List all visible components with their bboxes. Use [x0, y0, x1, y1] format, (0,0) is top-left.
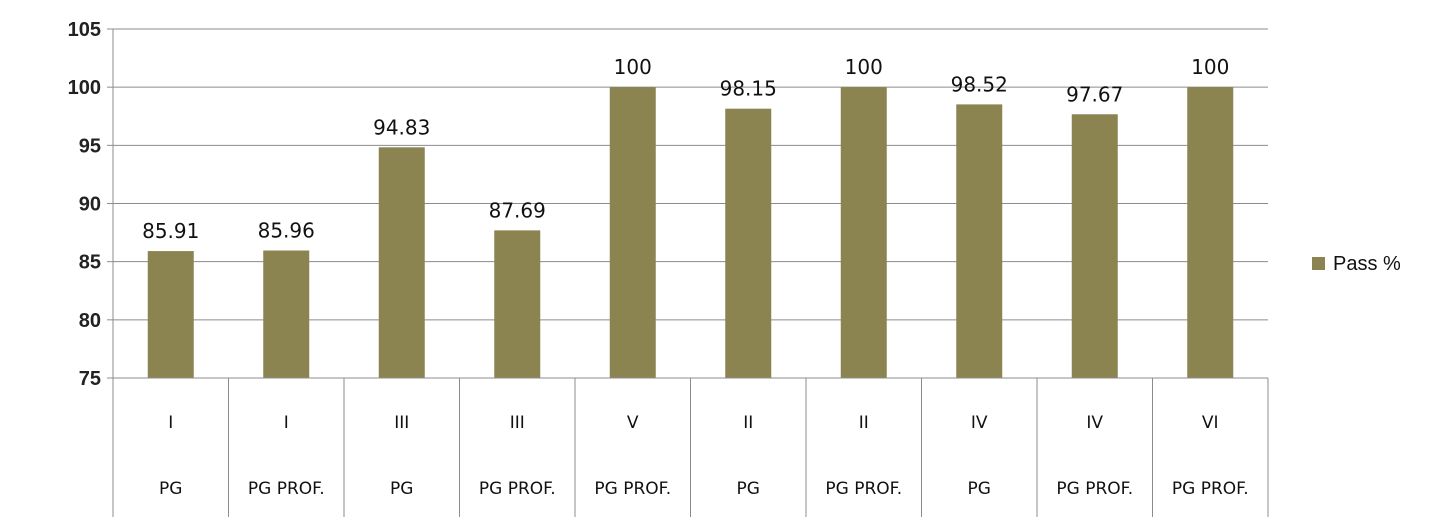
x-tick-label-program: PG [390, 479, 413, 499]
data-label: 94.83 [373, 115, 430, 139]
bar [840, 87, 887, 379]
bar [1187, 87, 1234, 379]
bar-series [147, 87, 1234, 379]
y-tick-label: 95 [79, 135, 101, 157]
y-tick-label: 100 [68, 77, 101, 99]
bar [956, 104, 1003, 378]
x-tick-label-program: PG PROF. [1056, 479, 1133, 499]
bar [725, 108, 772, 379]
bar [1071, 114, 1118, 378]
y-tick-label: 105 [68, 19, 101, 41]
data-label: 87.69 [489, 198, 546, 222]
legend: Pass % [1312, 253, 1401, 275]
bar [494, 230, 541, 378]
x-tick-label-semester: V [627, 413, 639, 433]
y-tick-label: 75 [79, 368, 101, 390]
y-tick-label: 85 [79, 252, 101, 274]
x-tick-label-semester: III [510, 413, 525, 433]
bar [147, 251, 194, 378]
bar [378, 147, 425, 378]
x-tick-label-program: PG PROF. [248, 479, 325, 499]
data-labels: 85.91 85.96 94.83 87.69 100 98.15 100 98.52 97.6… [142, 55, 1229, 243]
data-label: 98.15 [720, 77, 777, 101]
legend-swatch [1312, 257, 1325, 270]
data-label: 100 [845, 55, 883, 79]
x-tick-label-semester: VI [1202, 413, 1219, 433]
x-tick-label-program: PG PROF. [479, 479, 556, 499]
x-tick-label-semester: II [743, 413, 753, 433]
x-tick-label-program: PG PROF. [825, 479, 902, 499]
x-tick-label-semester: III [394, 413, 409, 433]
y-tick-label: 80 [79, 310, 101, 332]
x-tick-label-semester: II [859, 413, 869, 433]
x-tick-label-semester: IV [1086, 413, 1103, 433]
legend-label: Pass % [1333, 253, 1401, 275]
y-tick-label: 90 [79, 194, 101, 216]
x-tick-label-program: PG PROF. [594, 479, 671, 499]
x-tick-label-program: PG [737, 479, 760, 499]
data-label: 85.91 [142, 219, 199, 243]
x-tick-label-program: PG PROF. [1172, 479, 1249, 499]
x-tick-label-semester: I [284, 413, 289, 433]
data-label: 100 [1191, 55, 1229, 79]
data-label: 100 [614, 55, 652, 79]
data-label: 97.67 [1066, 82, 1123, 106]
data-label: 85.96 [258, 218, 315, 242]
x-tick-label-program: PG [159, 479, 182, 499]
x-tick-label-semester: I [168, 413, 173, 433]
data-label: 98.52 [951, 72, 1008, 96]
bar [609, 87, 656, 379]
axes: 75 80 85 90 95 100 105 I PG I PG PROF. III PG III PG P… [68, 19, 1269, 517]
bar [263, 250, 310, 378]
x-tick-label-semester: IV [971, 413, 988, 433]
x-tick-label-program: PG [968, 479, 991, 499]
